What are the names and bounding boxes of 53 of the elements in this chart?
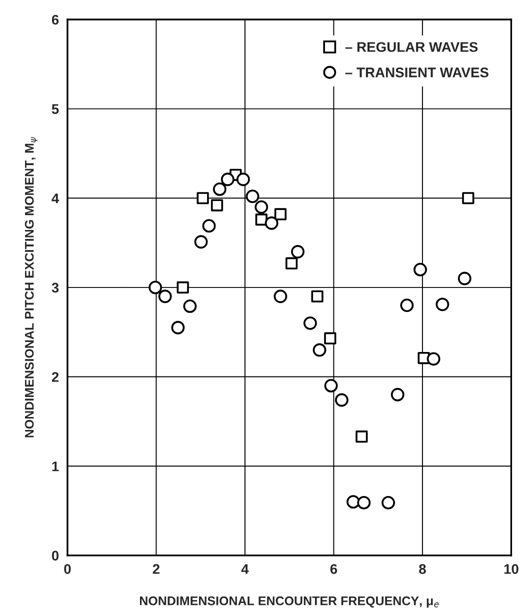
y-tick-label: 0: [52, 550, 59, 561]
point: [264, 216, 278, 230]
point: [158, 290, 172, 304]
point: [436, 298, 450, 312]
legend-label: – TRANSIENT WAVES: [345, 68, 488, 78]
point: [312, 343, 326, 357]
point: [303, 316, 317, 330]
x-tick-label: 6: [330, 564, 338, 574]
point: [254, 200, 268, 214]
x-tick-label: 10: [504, 564, 518, 574]
y-tick-label: 2: [52, 372, 59, 382]
point: [382, 496, 396, 510]
point: [274, 208, 287, 220]
point: [462, 192, 474, 204]
point: [334, 393, 348, 407]
point: [426, 352, 440, 366]
point: [176, 281, 189, 294]
y-tick-label: 6: [52, 14, 59, 25]
point: [400, 298, 414, 312]
point: [148, 280, 162, 294]
point: [183, 299, 197, 313]
point: [212, 182, 226, 196]
legend-label: – REGULAR WAVES: [345, 42, 478, 52]
y-tick-label: 4: [52, 194, 60, 204]
point: [357, 496, 371, 510]
x-tick-label: 0: [64, 564, 71, 574]
point: [171, 320, 185, 334]
point: [356, 430, 368, 443]
point: [210, 199, 224, 212]
point: [286, 257, 298, 270]
point: [291, 245, 304, 258]
x-tick-label: 8: [419, 564, 426, 574]
point: [458, 272, 472, 286]
y-axis-title: NONDIMENSIONAL PITCH EXCITING MOMENT, M$_{ψ}$: [24, 136, 38, 438]
point: [390, 388, 404, 402]
point: [220, 172, 234, 186]
point: [196, 192, 209, 204]
point: [324, 332, 336, 344]
x-tick-label: 2: [152, 564, 160, 574]
point: [324, 378, 338, 392]
point: [202, 219, 216, 233]
y-tick-label: 3: [52, 282, 59, 293]
point: [346, 495, 360, 509]
y-tick-label: 1: [52, 462, 59, 472]
point: [194, 235, 208, 249]
x-axis-title: NONDIMENSIONAL ENCOUNTER FREQUENCY, μ$_{e}$: [140, 596, 439, 608]
point: [246, 190, 260, 204]
point: [274, 290, 288, 304]
point: [414, 262, 427, 276]
y-tick-label: 5: [52, 104, 59, 114]
point: [311, 290, 324, 302]
x-tick-label: 4: [241, 564, 249, 574]
point: [236, 172, 250, 186]
